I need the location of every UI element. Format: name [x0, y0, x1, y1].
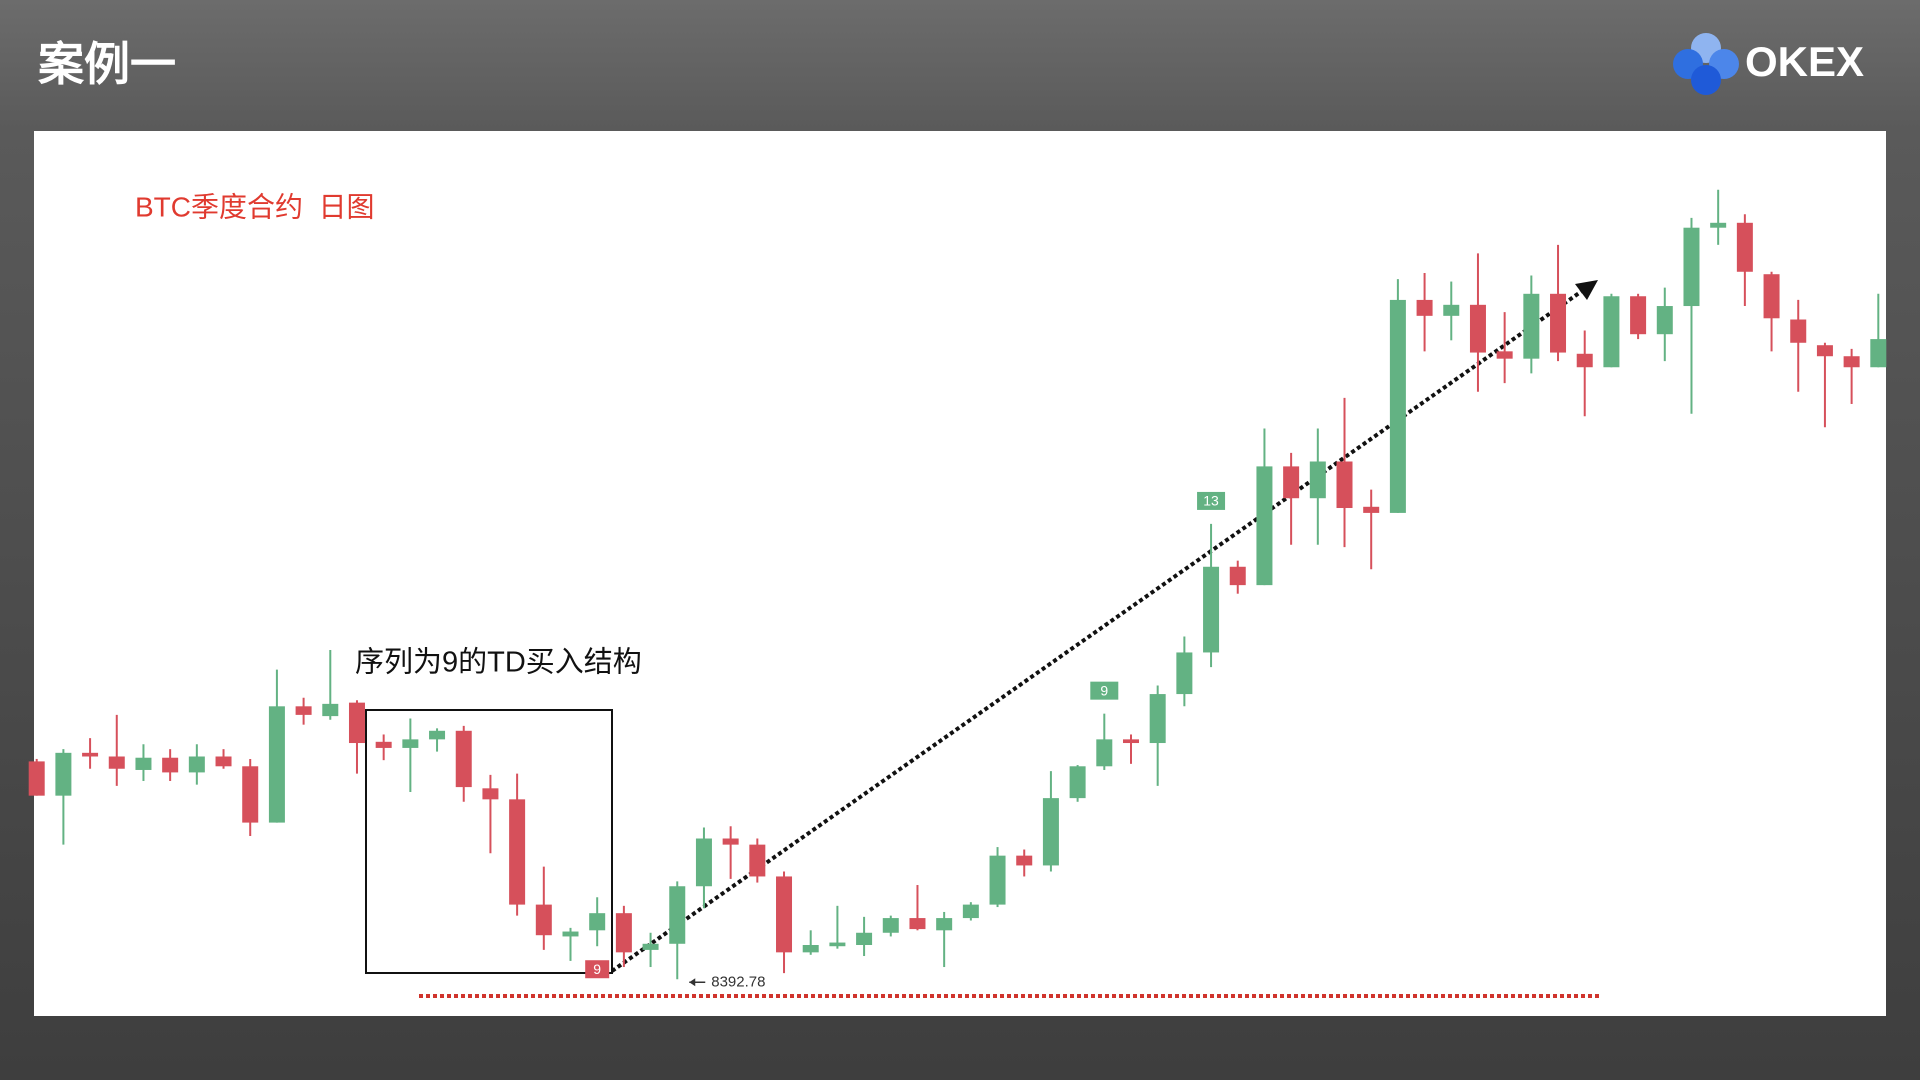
candle-body [1363, 506, 1380, 513]
candle-body [1309, 461, 1326, 499]
candle-body [695, 838, 712, 887]
candle-body [1336, 461, 1353, 509]
candle-body [1576, 353, 1593, 368]
td-sell-label: 9 [1100, 682, 1108, 698]
candle-body [1603, 296, 1620, 368]
candle-body [856, 932, 873, 946]
candle-body [1042, 798, 1059, 866]
chart-panel [34, 131, 1886, 1016]
candle-body [242, 766, 259, 823]
td-buy-label: 9 [593, 961, 601, 977]
candle-body [188, 756, 205, 773]
candle-body [1389, 299, 1406, 513]
highlight-box [365, 709, 613, 974]
candle-body [268, 706, 285, 823]
candle-body [402, 739, 419, 748]
candle-body [1016, 855, 1033, 866]
arrow-head [1575, 280, 1598, 300]
candle-body [55, 752, 72, 796]
annotation: 序列为9的TD买入结构 [355, 646, 642, 679]
candle-body [322, 703, 339, 717]
candle-body [1496, 351, 1513, 359]
candle-body [1630, 296, 1647, 335]
candle-body [1122, 739, 1139, 744]
td-sell-label: 13 [1203, 493, 1219, 509]
candle-body [1469, 304, 1486, 353]
plot: 9 9 13 8392.78 [28, 189, 1887, 990]
candle-body [722, 838, 739, 845]
trend-arrow [610, 289, 1584, 973]
candle-body [1069, 766, 1086, 799]
candle-body [1203, 566, 1220, 653]
brand-logo [1673, 33, 1739, 95]
candle-body [455, 730, 472, 788]
candle-body [642, 943, 659, 950]
slide-title: 案例一 [38, 38, 176, 90]
candle-body [776, 876, 793, 953]
low-arrow-head [689, 978, 696, 987]
candle-body [162, 757, 179, 773]
candle-body [482, 788, 499, 800]
candle-body [535, 904, 552, 936]
low-label: 8392.78 [711, 973, 765, 990]
candle-body [1256, 466, 1273, 586]
td-sell-badge [1197, 491, 1226, 510]
logo-dot [1691, 65, 1721, 95]
candle-body [909, 918, 926, 930]
candle-body [589, 913, 606, 931]
candle-body [1763, 274, 1780, 319]
candle-body [108, 756, 125, 769]
candle-body [1710, 222, 1727, 228]
candle-body [1683, 227, 1700, 307]
candle-body [962, 904, 979, 919]
candle-body [615, 913, 632, 953]
candle-body [429, 730, 446, 740]
candle-body [669, 886, 686, 944]
candle-body [1870, 339, 1887, 368]
candle-body [1656, 306, 1673, 335]
candle-body [1229, 566, 1246, 586]
candle-body [1416, 299, 1433, 316]
candle-body [509, 799, 526, 905]
candle-body [1283, 466, 1300, 499]
candle-body [989, 855, 1006, 905]
candle-body [1443, 304, 1460, 316]
candle-body [28, 761, 45, 796]
candle-body [1790, 319, 1807, 343]
candle-body [135, 757, 152, 770]
td-sell-badge [1090, 681, 1119, 700]
candle-body [1550, 293, 1567, 353]
candle-body [749, 844, 766, 877]
candle-body [1816, 345, 1833, 357]
candle-body [82, 752, 99, 757]
candle-body [1843, 356, 1860, 368]
chart-title: BTC季度合约 日图 [135, 191, 375, 222]
candle-body [1096, 739, 1113, 767]
candle-body [802, 945, 819, 953]
candle-body [1176, 652, 1193, 695]
candle-body [1523, 293, 1540, 359]
brand-name: OKEX [1745, 38, 1864, 85]
candle-body [348, 702, 365, 744]
candle-body [1736, 222, 1753, 272]
candle-body [295, 706, 312, 715]
candle-body [829, 942, 846, 947]
candle-body [1149, 694, 1166, 744]
candle-body [882, 918, 899, 933]
td-buy-badge [585, 960, 610, 979]
candle-body [215, 756, 232, 767]
candle-body [562, 931, 579, 937]
candle-body [936, 918, 953, 931]
candle-body [375, 741, 392, 748]
